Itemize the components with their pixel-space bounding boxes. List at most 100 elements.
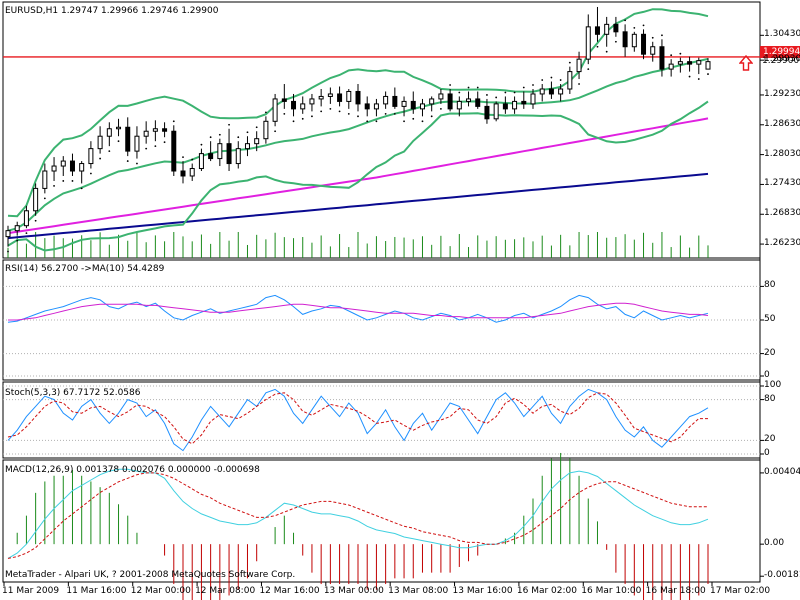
candle-bear bbox=[622, 31, 628, 48]
candle-bull bbox=[235, 148, 241, 165]
candle-bull bbox=[263, 120, 269, 140]
sar-dot bbox=[264, 111, 267, 114]
candle-bull bbox=[696, 60, 702, 65]
candle-bear bbox=[687, 61, 693, 65]
candle-bear bbox=[475, 98, 481, 107]
sar-dot bbox=[145, 147, 148, 150]
candle-bear bbox=[392, 95, 398, 107]
sar-dot bbox=[126, 160, 129, 162]
candle-bull bbox=[217, 143, 223, 160]
time-axis-label: 13 Mar 00:00 bbox=[323, 586, 384, 596]
candle-bull bbox=[134, 135, 140, 152]
sar-dot bbox=[255, 126, 258, 129]
sar-dot bbox=[707, 73, 709, 75]
candle-bear bbox=[364, 103, 370, 110]
candle-bull bbox=[143, 130, 149, 137]
buy-arrow-icon bbox=[739, 55, 753, 71]
sar-dot bbox=[292, 120, 295, 123]
sar-dot bbox=[624, 19, 627, 22]
candle-bull bbox=[567, 71, 573, 90]
time-axis-label: 11 Mar 16:00 bbox=[66, 586, 127, 596]
sar-dot bbox=[53, 185, 55, 187]
sar-dot bbox=[605, 50, 608, 53]
sar-dot bbox=[430, 115, 433, 118]
candle-bull bbox=[272, 98, 278, 122]
bollinger-lower-line bbox=[7, 100, 709, 252]
candle-bull bbox=[106, 128, 112, 137]
candle-bear bbox=[613, 23, 619, 33]
candle-bull bbox=[327, 93, 333, 97]
sar-dot bbox=[513, 91, 516, 94]
candle-bull bbox=[346, 90, 352, 102]
time-axis-label: 13 Mar 08:00 bbox=[388, 586, 449, 596]
sar-dot bbox=[679, 52, 682, 55]
sar-dot bbox=[338, 110, 341, 113]
sar-dot bbox=[642, 24, 645, 27]
candle-bull bbox=[152, 128, 158, 132]
sar-dot bbox=[89, 172, 92, 175]
sar-dot bbox=[311, 115, 313, 118]
time-axis-label: 11 Mar 2009 bbox=[2, 586, 60, 596]
candle-bear bbox=[355, 90, 361, 105]
pane2-tick-label: 100 bbox=[764, 380, 782, 390]
price-tick-label: 1.26830 bbox=[764, 208, 800, 219]
sar-dot bbox=[16, 239, 19, 242]
sar-dot bbox=[541, 79, 544, 81]
sar-dot bbox=[43, 197, 46, 200]
sar-dot bbox=[218, 133, 221, 136]
price-tick-label: 1.30430 bbox=[764, 29, 800, 40]
candle-bull bbox=[23, 210, 29, 227]
sar-dot bbox=[200, 143, 203, 146]
candle-bear bbox=[291, 100, 297, 110]
candle-bull bbox=[383, 95, 389, 105]
candle-bull bbox=[539, 88, 545, 95]
time-axis-label: 12 Mar 00:00 bbox=[130, 586, 191, 596]
pane2-series-stoch-signal bbox=[7, 392, 708, 445]
sar-dot bbox=[154, 145, 157, 148]
price-tick-label: 1.28030 bbox=[764, 148, 800, 159]
candle-bull bbox=[42, 170, 48, 189]
sar-dot bbox=[688, 75, 691, 78]
candle-bull bbox=[650, 46, 656, 55]
candle-bear bbox=[171, 130, 177, 172]
time-axis-label: 16 Mar 02:00 bbox=[516, 586, 577, 596]
sar-dot bbox=[559, 79, 562, 81]
sar-dot bbox=[136, 162, 138, 165]
sar-dot bbox=[25, 232, 28, 235]
sar-dot bbox=[449, 84, 452, 86]
sar-dot bbox=[108, 150, 111, 153]
sar-dot bbox=[246, 131, 249, 134]
sar-dot bbox=[182, 156, 184, 158]
sar-dot bbox=[393, 112, 396, 115]
sar-dot bbox=[384, 112, 387, 115]
candle-bear bbox=[125, 126, 131, 152]
candle-bull bbox=[668, 63, 674, 70]
bollinger-middle-line bbox=[7, 57, 709, 232]
price-tick-label: 1.26230 bbox=[764, 238, 800, 249]
time-axis-label: 16 Mar 18:00 bbox=[645, 586, 706, 596]
candle-bear bbox=[502, 103, 508, 110]
candle-bull bbox=[429, 98, 435, 105]
rsi-title: RSI(14) 56.2700 ->MA(10) 54.4289 bbox=[5, 264, 165, 274]
sar-dot bbox=[495, 96, 498, 99]
candle-bull bbox=[530, 93, 536, 105]
candle-bull bbox=[5, 230, 11, 238]
candle-bull bbox=[512, 100, 518, 110]
candle-bear bbox=[521, 100, 527, 105]
sar-dot bbox=[191, 158, 194, 161]
sar-dot bbox=[329, 107, 332, 110]
sar-dot bbox=[550, 76, 553, 79]
candle-bull bbox=[493, 103, 499, 120]
candle-bull bbox=[189, 168, 195, 177]
candle-bear bbox=[180, 170, 186, 177]
candle-bull bbox=[318, 95, 324, 100]
price-tick-label: 1.29230 bbox=[764, 88, 800, 99]
copyright-text: MetaTrader - Alpari UK, ? 2001-2008 Meta… bbox=[5, 570, 296, 580]
candle-bull bbox=[373, 103, 379, 110]
pane2-series-stoch-main bbox=[7, 388, 709, 452]
candle-bear bbox=[281, 98, 287, 102]
candle-bull bbox=[88, 148, 94, 165]
candle-bull bbox=[585, 26, 591, 60]
sar-dot bbox=[633, 26, 636, 29]
